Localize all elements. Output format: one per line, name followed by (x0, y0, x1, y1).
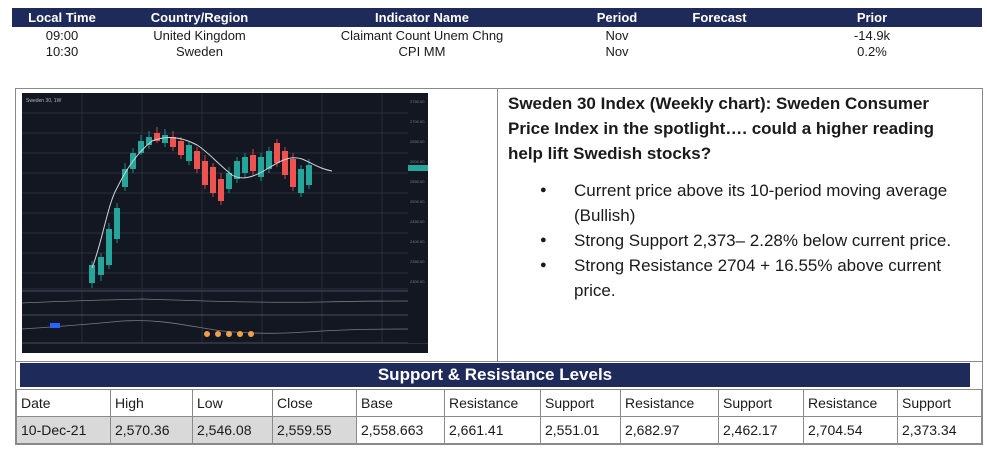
candle-body (170, 137, 176, 147)
header-indicator: Indicator Name (375, 10, 469, 25)
header-high: High (110, 389, 193, 417)
header-support: Support (718, 389, 804, 417)
analysis-bullets: Current price above its 10-period moving… (508, 178, 972, 303)
value-low: 2,546.08 (192, 416, 273, 444)
value-close: 2,559.55 (272, 416, 357, 444)
candle-body (218, 179, 224, 201)
header-low: Low (192, 389, 273, 417)
value-resistance: 2,682.97 (620, 416, 719, 444)
candle-body (114, 208, 120, 239)
cell-period: Nov (605, 43, 629, 59)
cell-country: Sweden (176, 43, 223, 59)
header-forecast: Forecast (692, 10, 747, 25)
candle-body (186, 145, 192, 161)
chart-symbol-label: Sweden 30, 1W (26, 98, 62, 104)
candle-body (258, 157, 264, 177)
candle-body (210, 167, 216, 193)
header-support: Support (897, 389, 982, 417)
candle-body (146, 137, 152, 145)
value-resistance: 2,704.54 (803, 416, 898, 444)
candle-body (306, 165, 312, 185)
header-close: Close (272, 389, 357, 417)
calendar-row: 09:00 United Kingdom Claimant Count Unem… (12, 27, 982, 43)
support-resistance-panel: Support & Resistance Levels Date High Lo… (15, 362, 983, 445)
svg-text:2500.00: 2500.00 (410, 199, 425, 204)
value-high: 2,570.36 (110, 416, 193, 444)
candle-body (89, 265, 95, 283)
candle-body (106, 229, 112, 265)
candle-body (202, 161, 208, 185)
bullet-item: Strong Resistance 2704 + 16.55% above cu… (540, 253, 972, 303)
candle-body (242, 157, 248, 173)
header-support: Support (540, 389, 621, 417)
svg-text:2700.00: 2700.00 (410, 119, 425, 124)
economic-calendar: Local Time Country/Region Indicator Name… (12, 8, 982, 59)
header-date: Date (16, 389, 111, 417)
calendar-row: 10:30 Sweden CPI MM Nov 0.2% (12, 43, 982, 59)
cell-time: 09:00 (45, 27, 79, 43)
svg-text:2650.00: 2650.00 (410, 139, 425, 144)
candle-body (282, 151, 288, 175)
candlestick-chart: 2750.00 2700.00 2650.00 2600.00 2550.00 250… (21, 93, 428, 344)
analysis-text: Sweden 30 Index (Weekly chart): Sweden C… (498, 89, 982, 361)
cell-prior: 0.2% (857, 43, 887, 59)
candle-body (194, 151, 200, 169)
svg-text:2550.00: 2550.00 (410, 179, 425, 184)
candle-body (298, 169, 304, 193)
candle-body (122, 169, 128, 187)
cell-prior: -14.9k (853, 27, 891, 43)
svg-text:2300.00: 2300.00 (410, 279, 425, 284)
candle-body (226, 173, 232, 189)
cell-indicator: CPI MM (398, 43, 446, 59)
candle-body (138, 141, 144, 153)
value-support: 2,462.17 (718, 416, 804, 444)
analysis-headline: Sweden 30 Index (Weekly chart): Sweden C… (508, 94, 934, 163)
levels-header-row: Date High Low Close Base Resistance Supp… (16, 389, 982, 417)
value-base: 2,558.663 (356, 416, 445, 444)
header-resistance: Resistance (803, 389, 898, 417)
candle-body (234, 161, 240, 179)
value-support: 2,373.34 (897, 416, 982, 444)
candle-body (274, 143, 280, 163)
candle-body (162, 135, 168, 143)
price-chart-image: 2750.00 2700.00 2650.00 2600.00 2550.00 250… (21, 93, 428, 353)
chart-cell: 2750.00 2700.00 2650.00 2600.00 2550.00 250… (16, 89, 498, 361)
header-period: Period (596, 10, 638, 25)
value-support: 2,551.01 (540, 416, 621, 444)
levels-value-row: 10-Dec-21 2,570.36 2,546.08 2,559.55 2,5… (16, 416, 982, 444)
header-base: Base (356, 389, 445, 417)
svg-text:2400.00: 2400.00 (410, 239, 425, 244)
analysis-panel: 2750.00 2700.00 2650.00 2600.00 2550.00 250… (15, 88, 983, 362)
cell-period: Nov (605, 27, 629, 43)
value-resistance: 2,661.41 (444, 416, 541, 444)
cell-time: 10:30 (45, 43, 79, 59)
candle-body (178, 141, 184, 155)
svg-text:2750.00: 2750.00 (410, 99, 425, 104)
cell-country: United Kingdom (153, 27, 246, 43)
header-country: Country/Region (150, 10, 249, 25)
levels-table: Date High Low Close Base Resistance Supp… (16, 389, 982, 444)
svg-text:2600.00: 2600.00 (410, 159, 425, 164)
header-local-time: Local Time (28, 10, 96, 25)
candle-body (98, 257, 104, 275)
svg-text:2350.00: 2350.00 (410, 259, 425, 264)
candle-body (250, 155, 256, 171)
value-date: 10-Dec-21 (16, 416, 111, 444)
levels-title: Support & Resistance Levels (20, 363, 970, 387)
svg-text:2450.00: 2450.00 (410, 219, 425, 224)
calendar-header-row: Local Time Country/Region Indicator Name… (12, 8, 982, 27)
bullet-item: Current price above its 10-period moving… (540, 178, 972, 228)
header-prior: Prior (856, 10, 888, 25)
header-resistance: Resistance (444, 389, 541, 417)
cell-indicator: Claimant Count Unem Chng (340, 27, 504, 43)
bullet-item: Strong Support 2,373– 2.28% below curren… (540, 228, 972, 253)
candle-body (290, 159, 296, 187)
candle-body (266, 151, 272, 169)
candle-body (154, 133, 160, 141)
header-resistance: Resistance (620, 389, 719, 417)
